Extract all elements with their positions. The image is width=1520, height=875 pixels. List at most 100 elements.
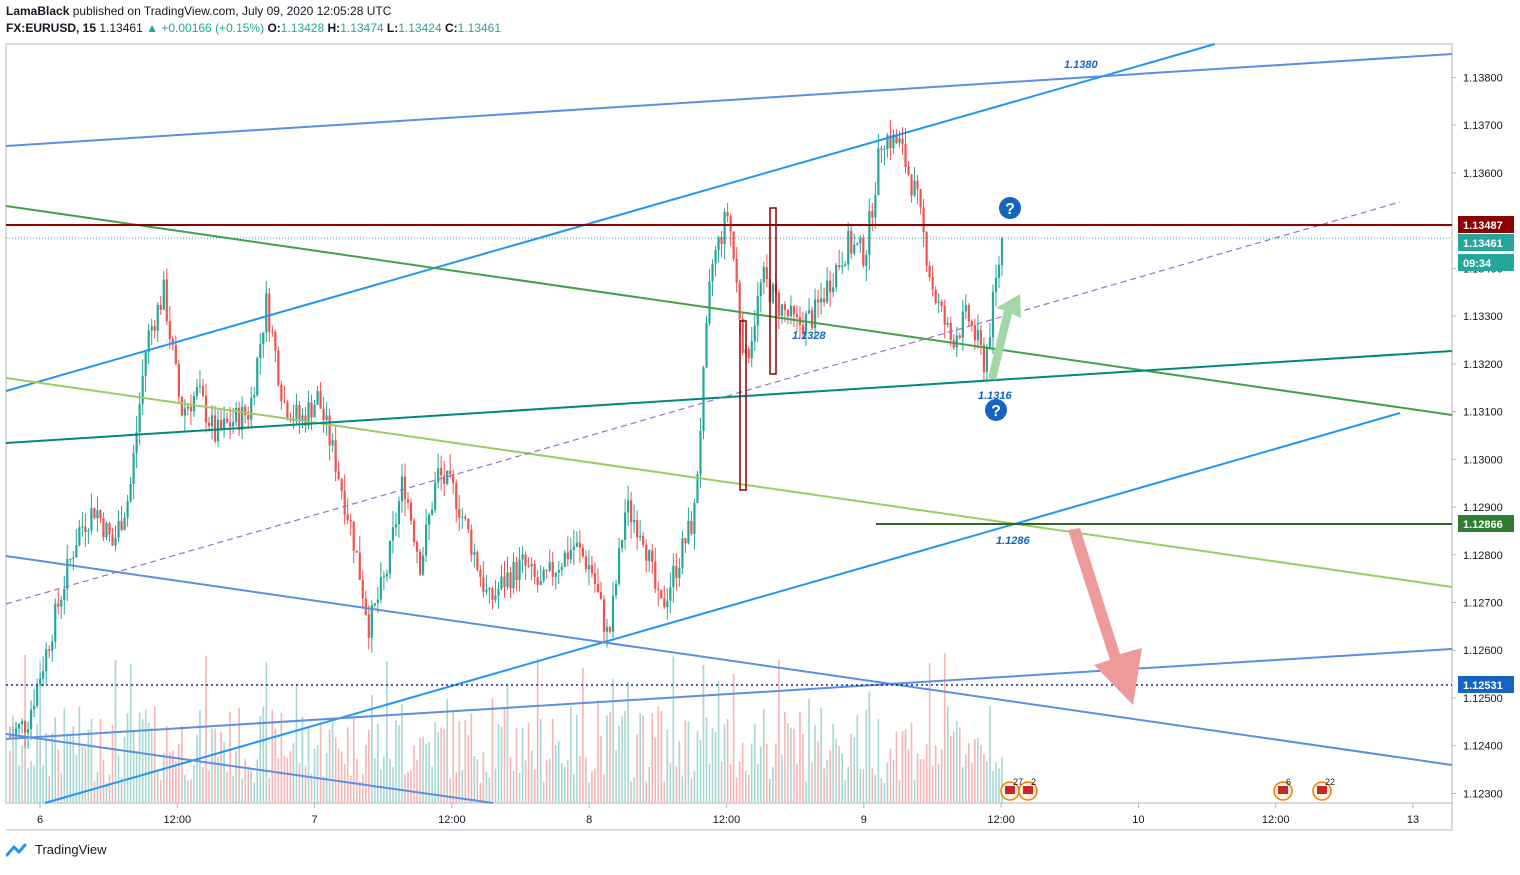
candle-body xyxy=(542,569,545,581)
candle-body xyxy=(934,289,937,303)
trend-line-bottom-left[interactable] xyxy=(5,733,494,804)
volume-bar xyxy=(615,750,617,803)
candle-body xyxy=(373,603,376,606)
volume-bar xyxy=(573,773,575,803)
volume-bar xyxy=(901,731,904,803)
candle-body xyxy=(283,401,286,403)
red-arrow-down[interactable] xyxy=(1068,528,1142,705)
volume-bar xyxy=(208,770,210,803)
high-value: 1.13474 xyxy=(340,21,384,35)
event-badge-count: 2 xyxy=(1031,777,1036,787)
candle-body xyxy=(81,526,84,528)
volume-bar xyxy=(437,732,439,803)
trend-line-light-descending[interactable] xyxy=(5,555,1453,766)
candle-body xyxy=(331,440,334,446)
y-tick-label: 1.13000 xyxy=(1463,454,1503,466)
volume-bar xyxy=(205,655,207,803)
trend-line-teal-ascending[interactable] xyxy=(5,350,1453,444)
trend-line-green-descending[interactable] xyxy=(5,205,1453,416)
volume-bar xyxy=(778,659,780,803)
trend-line-light-ascending[interactable] xyxy=(5,648,1453,740)
candle-body xyxy=(832,287,835,293)
footer-brand[interactable]: TradingView xyxy=(6,842,107,857)
candle-body xyxy=(367,614,370,638)
x-tick-label: 12:00 xyxy=(987,814,1015,826)
candle-body xyxy=(521,554,524,560)
volume-bar xyxy=(277,757,280,803)
candle-body xyxy=(829,280,832,293)
trend-line-lightgreen-descending[interactable] xyxy=(5,377,1453,588)
candle-body xyxy=(192,396,196,412)
event-flag-icon xyxy=(1317,786,1327,794)
volume-bar xyxy=(256,759,259,803)
green-arrow-up[interactable] xyxy=(988,294,1021,380)
candle-body xyxy=(560,566,563,571)
volume-bar xyxy=(150,727,153,803)
highlight-box-1[interactable] xyxy=(739,320,747,491)
candle-body xyxy=(500,576,503,589)
candle-body xyxy=(961,311,964,338)
symbol-label[interactable]: FX:EURUSD, 15 xyxy=(6,21,97,35)
volume-bar xyxy=(42,764,44,803)
low-value: 1.13424 xyxy=(398,21,442,35)
trend-line-dashed-median[interactable] xyxy=(5,201,1401,605)
volume-bar xyxy=(775,743,777,803)
volume-bar xyxy=(636,734,638,803)
candle-body xyxy=(307,402,310,426)
candle-body xyxy=(135,432,138,454)
candle-body xyxy=(78,527,81,546)
volume-bar xyxy=(395,720,397,803)
candle-body xyxy=(850,230,853,254)
time-axis[interactable]: 6 12:00 7 12:00 8 12:00 9 12:00 10 12:00 13 xyxy=(37,803,1419,826)
candle-body xyxy=(847,230,850,265)
volume-bar xyxy=(781,754,783,803)
event-badges[interactable]: 27 2 6 22 xyxy=(1000,777,1335,801)
volume-bar xyxy=(413,745,415,803)
volume-bar xyxy=(802,733,804,803)
volume-bar xyxy=(880,778,883,803)
y-tick-label: 1.12800 xyxy=(1463,550,1503,562)
trend-line-channel-upper[interactable] xyxy=(5,43,1216,392)
volume-bar xyxy=(747,775,750,803)
candle-body xyxy=(518,559,521,581)
candle-body xyxy=(171,338,174,345)
volume-bar xyxy=(805,781,807,803)
trend-line-channel-lower[interactable] xyxy=(44,412,1401,804)
volume-bar xyxy=(268,778,271,803)
trend-line-top-light[interactable] xyxy=(5,53,1453,147)
volume-bar xyxy=(624,710,626,803)
candle-body xyxy=(714,250,717,264)
candle-body xyxy=(696,474,699,503)
candle-body xyxy=(421,555,425,575)
event-badge-count: 22 xyxy=(1325,777,1335,787)
candle-body xyxy=(503,576,506,588)
volume-bar xyxy=(78,706,81,803)
price-tag-bg xyxy=(1458,216,1514,233)
volume-bar xyxy=(699,739,702,803)
volume-bar xyxy=(530,750,533,803)
author[interactable]: LamaBlack xyxy=(6,4,70,18)
question-icon[interactable]: ? xyxy=(985,399,1007,421)
candle-body xyxy=(551,562,554,577)
candle-body xyxy=(844,264,847,266)
volume-bar xyxy=(503,708,506,803)
volume-bar xyxy=(603,774,605,803)
candle-body xyxy=(96,510,99,519)
volume-bar xyxy=(720,762,723,803)
question-icon[interactable]: ? xyxy=(999,197,1021,219)
y-tick-label: 1.12300 xyxy=(1463,788,1503,800)
volume-bar xyxy=(790,727,792,803)
candle-body xyxy=(485,589,488,592)
volume-bar xyxy=(250,770,253,803)
volume-bar xyxy=(467,735,470,803)
candle-body xyxy=(446,470,449,484)
candle-body xyxy=(150,326,153,331)
volume-bar xyxy=(452,712,455,803)
volume-bar xyxy=(576,714,578,803)
highlight-box-2[interactable] xyxy=(769,207,777,375)
volume-bar xyxy=(331,722,334,803)
candle-body xyxy=(162,279,165,310)
volume-bar xyxy=(253,782,256,803)
